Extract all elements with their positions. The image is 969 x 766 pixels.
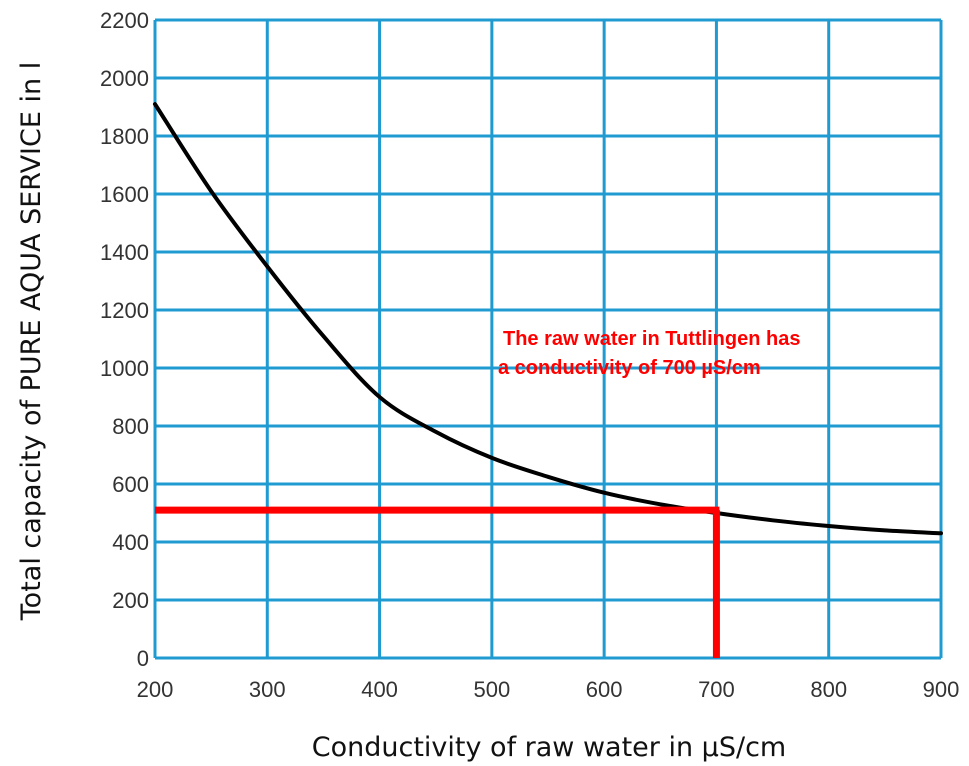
y-axis-title: Total capacity of PURE AQUA SERVICE in l: [16, 62, 47, 621]
y-tick-label-200: 200: [112, 588, 149, 613]
y-tick-label-2000: 2000: [100, 66, 149, 91]
y-tick-label-400: 400: [112, 530, 149, 555]
y-tick-label-1800: 1800: [100, 124, 149, 149]
annotation-line-1: The raw water in Tuttlingen has: [503, 328, 800, 350]
reference-lines: [155, 506, 720, 658]
x-tick-labels: 200 300 400 500 600 700 800 900: [137, 677, 960, 702]
grid: [153, 18, 943, 660]
x-tick-label-800: 800: [810, 677, 847, 702]
y-tick-label-1400: 1400: [100, 240, 149, 265]
y-tick-labels: 0 200 400 600 800 1000 1200 1400 1600 1800 2000 220…: [100, 8, 149, 671]
x-tick-label-900: 900: [923, 677, 960, 702]
x-tick-label-600: 600: [586, 677, 623, 702]
capacity-curve: [153, 102, 943, 536]
y-tick-label-1000: 1000: [100, 356, 149, 381]
series: [153, 102, 943, 536]
annotation-line-2: a conductivity of 700 µS/cm: [498, 357, 761, 379]
y-tick-label-0: 0: [137, 646, 149, 671]
x-tick-label-500: 500: [473, 677, 510, 702]
x-axis-title: Conductivity of raw water in µS/cm: [312, 732, 786, 763]
x-tick-label-700: 700: [698, 677, 735, 702]
x-tick-label-400: 400: [361, 677, 398, 702]
x-tick-label-300: 300: [249, 677, 286, 702]
y-tick-label-600: 600: [112, 472, 149, 497]
y-tick-label-2200: 2200: [100, 8, 149, 33]
y-tick-label-800: 800: [112, 414, 149, 439]
y-tick-label-1600: 1600: [100, 182, 149, 207]
x-tick-label-200: 200: [137, 677, 174, 702]
y-tick-label-1200: 1200: [100, 298, 149, 323]
